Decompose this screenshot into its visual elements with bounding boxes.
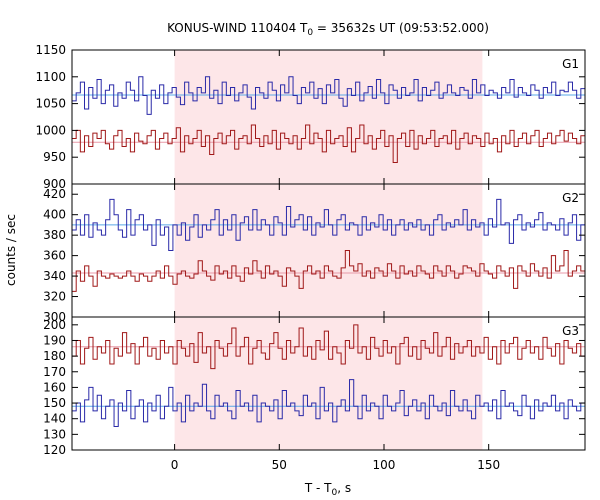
y-tick-label-g3: 190 <box>43 333 66 347</box>
series-g1-blue <box>72 76 585 115</box>
chart-title: KONUS-WIND 110404 T0 = 35632s UT (09:53:… <box>167 21 489 38</box>
x-tick-label: 0 <box>171 458 179 472</box>
y-tick-label-g3: 170 <box>43 365 66 379</box>
y-tick-label-g3: 150 <box>43 396 66 410</box>
title-subscript: 0 <box>307 28 313 38</box>
panel-frame-g3 <box>71 316 586 451</box>
panel-label-g3: G3 <box>562 324 579 338</box>
x-axis-label: T - T0, s <box>304 481 351 498</box>
x-label-main: T - T <box>304 481 332 495</box>
y-tick-label-g3: 180 <box>43 349 66 363</box>
y-tick-label-g1: 1100 <box>35 70 66 84</box>
y-tick-label-g3: 200 <box>43 318 66 332</box>
y-tick-label-g2: 320 <box>43 290 66 304</box>
y-tick-label-g3: 120 <box>43 443 66 457</box>
y-tick-label-g3: 140 <box>43 412 66 426</box>
x-label-subscript: 0 <box>332 488 338 498</box>
x-tick-label: 100 <box>373 458 396 472</box>
y-axis-label: counts / sec <box>4 214 18 286</box>
shaded-interval-g1 <box>174 50 483 184</box>
series-g3-red <box>72 324 585 370</box>
x-tick-label: 150 <box>477 458 500 472</box>
y-tick-label-g1: 1050 <box>35 97 66 111</box>
series-g3-blue <box>72 379 585 428</box>
title-main: KONUS-WIND 110404 T <box>167 21 308 35</box>
series-g2-red <box>72 250 585 292</box>
y-tick-label-g3: 160 <box>43 380 66 394</box>
panel-label-g1: G1 <box>562 57 579 71</box>
y-tick-label-g1: 1150 <box>35 43 66 57</box>
shaded-interval-g2 <box>174 184 483 317</box>
y-tick-label-g3: 130 <box>43 427 66 441</box>
y-tick-label-g2: 380 <box>43 228 66 242</box>
y-tick-label-g1: 900 <box>43 177 66 191</box>
y-tick-label-g2: 300 <box>43 310 66 324</box>
x-tick-label: 50 <box>272 458 287 472</box>
x-label-rest: , s <box>337 481 351 495</box>
series-g2-blue <box>72 198 585 251</box>
y-tick-label-g2: 400 <box>43 208 66 222</box>
y-tick-label-g2: 360 <box>43 249 66 263</box>
y-tick-label-g1: 1000 <box>35 123 66 137</box>
series-g1-red <box>72 124 585 164</box>
y-tick-label-g1: 950 <box>43 150 66 164</box>
title-rest: = 35632s UT (09:53:52.000) <box>313 21 489 35</box>
y-tick-label-g2: 420 <box>43 187 66 201</box>
panel-label-g2: G2 <box>562 191 579 205</box>
y-tick-label-g2: 340 <box>43 269 66 283</box>
